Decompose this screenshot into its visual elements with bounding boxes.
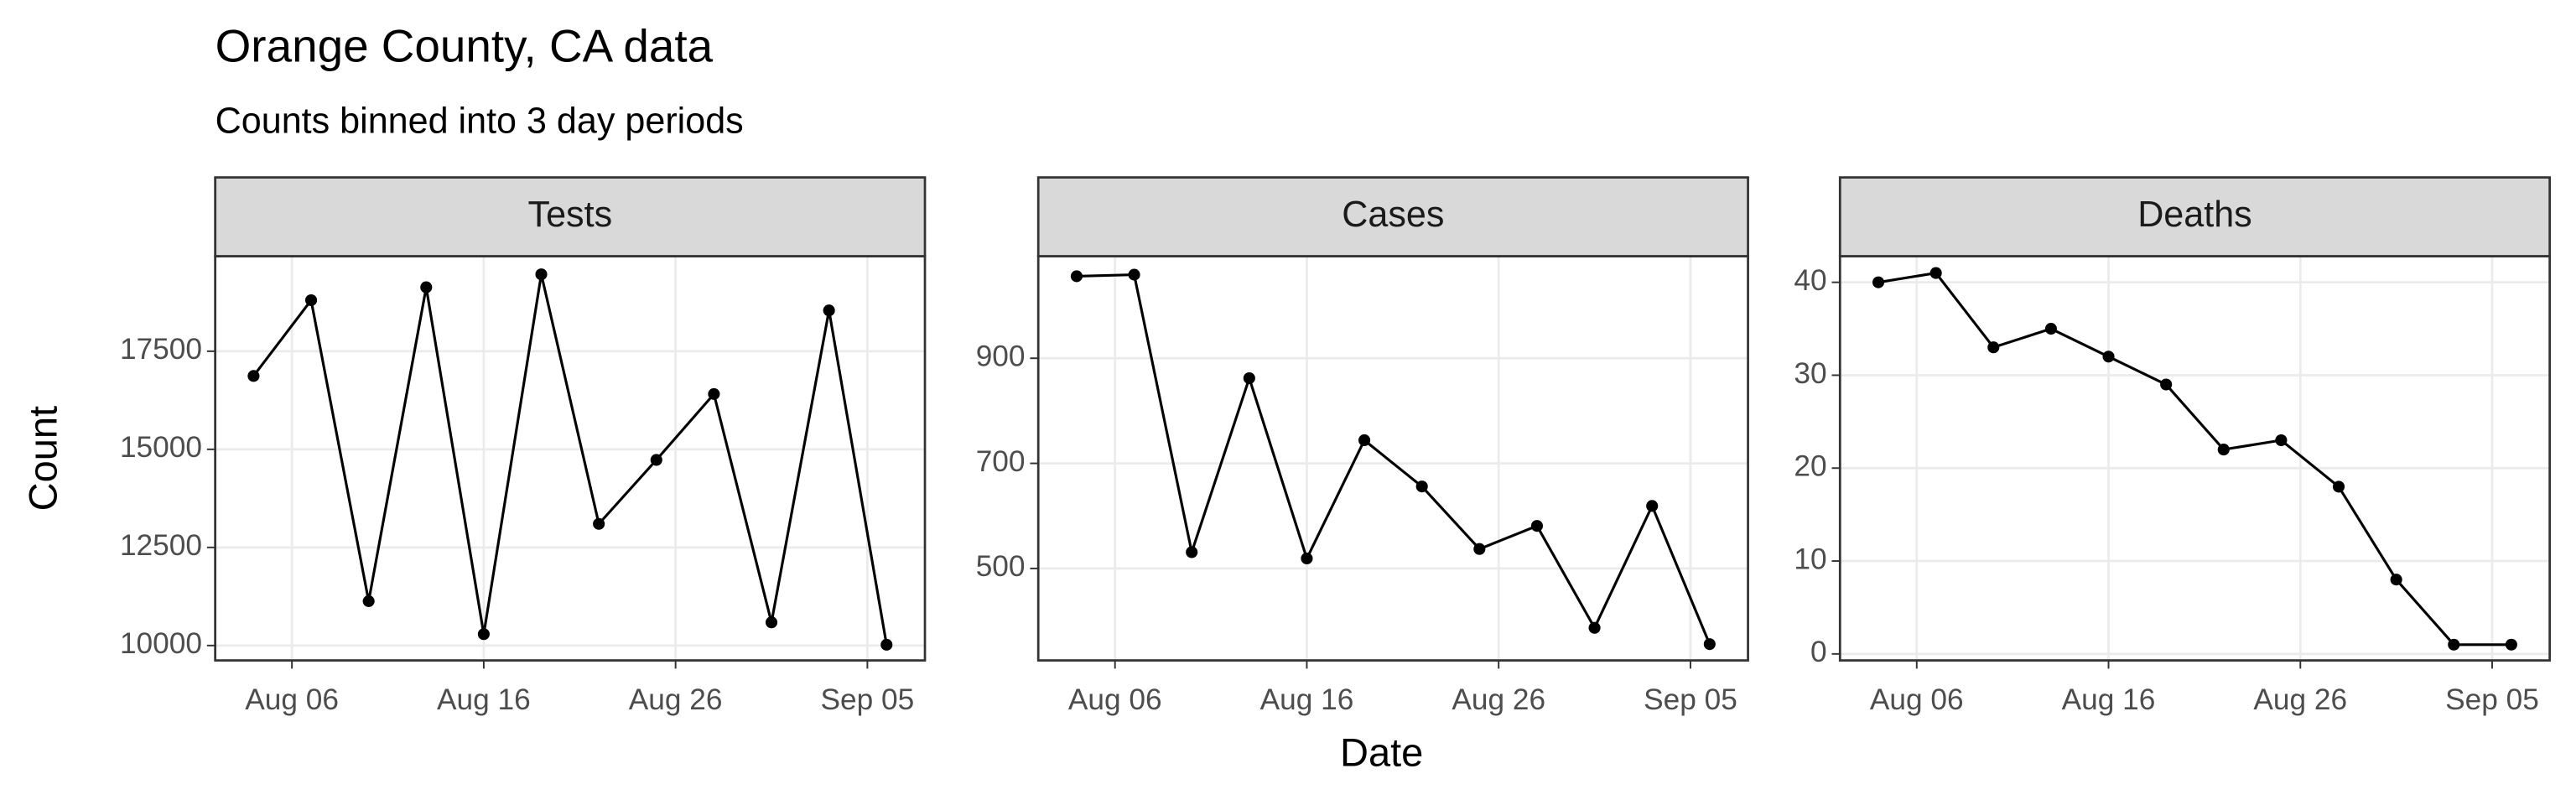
x-tick-label: Sep 05 [2445, 683, 2539, 716]
x-tick-label: Aug 06 [245, 683, 339, 716]
data-point [362, 595, 375, 607]
chart-subtitle: Counts binned into 3 day periods [216, 101, 744, 141]
data-point [823, 304, 835, 317]
x-tick-label: Aug 16 [437, 683, 531, 716]
data-point [2275, 434, 2288, 447]
data-point [593, 517, 605, 530]
panel-border [1838, 255, 2552, 662]
data-point [2390, 574, 2402, 586]
data-point [1358, 434, 1371, 447]
data-point [1530, 520, 1544, 532]
panel-background [215, 256, 926, 661]
data-line [252, 273, 888, 646]
data-point [2217, 444, 2230, 456]
data-point [535, 268, 548, 281]
data-point [1987, 341, 2000, 354]
y-axis-label: Count [20, 406, 65, 511]
chart-title: Orange County, CA data [216, 19, 714, 71]
y-tick-label: 0 [1810, 636, 1827, 668]
panel-background [1840, 256, 2550, 661]
y-tick-label: 30 [1794, 357, 1826, 390]
x-tick-label: Aug 16 [1260, 683, 1354, 716]
data-point [1415, 480, 1428, 493]
data-point [1473, 543, 1486, 555]
data-point [304, 293, 318, 307]
data-point [1646, 500, 1659, 512]
data-point [1243, 371, 1255, 385]
data-point [2505, 638, 2517, 651]
data-point [2102, 351, 2115, 363]
data-point [1872, 276, 1885, 288]
x-tick-label: Aug 06 [1870, 683, 1964, 716]
y-tick-label: 900 [976, 340, 1026, 373]
data-point [1301, 552, 1313, 565]
strip-background [1838, 176, 2552, 258]
data-point [2448, 638, 2460, 651]
data-point [2160, 378, 2173, 391]
y-tick-label: 20 [1794, 450, 1826, 483]
data-point [880, 638, 893, 651]
strip-label: Tests [528, 195, 613, 235]
data-point [1588, 621, 1601, 634]
data-point [2044, 322, 2057, 335]
data-line [1877, 271, 2511, 647]
data-point [1703, 638, 1716, 651]
x-tick-label: Sep 05 [821, 683, 915, 716]
data-point [650, 454, 662, 466]
y-tick-label: 17500 [120, 333, 202, 366]
y-tick-label: 500 [976, 550, 1026, 583]
panel-border [1036, 255, 1749, 662]
data-point [765, 616, 778, 629]
data-point [1128, 268, 1140, 281]
strip-label: Cases [1342, 195, 1444, 235]
x-tick-label: Sep 05 [1644, 683, 1737, 716]
x-axis-label: Date [1340, 730, 1423, 775]
strip-label: Deaths [2137, 195, 2252, 235]
x-tick-label: Aug 06 [1068, 683, 1162, 716]
data-line [1076, 273, 1711, 645]
y-tick-label: 40 [1794, 264, 1826, 297]
panel-background [1038, 256, 1748, 661]
y-tick-label: 15000 [120, 431, 202, 464]
y-tick-label: 12500 [120, 529, 202, 562]
data-point [708, 387, 720, 400]
y-tick-label: 10 [1794, 543, 1826, 575]
y-tick-label: 10000 [120, 627, 202, 660]
data-point [1070, 270, 1083, 283]
data-point [2332, 480, 2345, 493]
x-tick-label: Aug 26 [1452, 683, 1545, 716]
y-tick-label: 700 [976, 445, 1026, 478]
x-tick-label: Aug 26 [2253, 683, 2347, 716]
data-point [1186, 546, 1198, 558]
data-point [420, 281, 433, 293]
data-point [247, 370, 260, 382]
panel-border [214, 255, 927, 662]
x-tick-label: Aug 16 [2062, 683, 2156, 716]
data-point [1929, 267, 1942, 279]
data-point [477, 628, 490, 641]
x-tick-label: Aug 26 [629, 683, 723, 716]
